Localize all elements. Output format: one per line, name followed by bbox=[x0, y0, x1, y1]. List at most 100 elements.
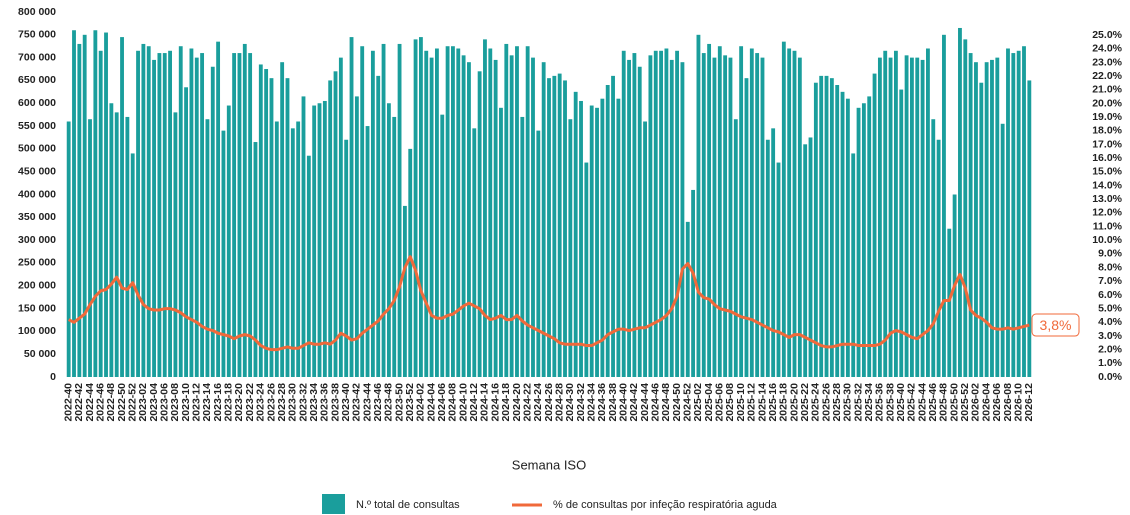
bar bbox=[845, 98, 850, 377]
y2-tick-label: 23.0% bbox=[1092, 56, 1122, 68]
bar bbox=[488, 48, 493, 377]
bar bbox=[712, 57, 717, 377]
bar bbox=[829, 78, 834, 377]
bar bbox=[317, 103, 322, 377]
y2-tick-label: 22.0% bbox=[1092, 70, 1122, 82]
bar bbox=[605, 85, 610, 377]
y2-tick-label: 2.0% bbox=[1098, 343, 1123, 355]
bar bbox=[979, 82, 984, 377]
bar bbox=[120, 37, 124, 377]
bar bbox=[877, 57, 882, 377]
bar bbox=[851, 153, 856, 377]
x-tick-label: 2023-46 bbox=[372, 383, 384, 422]
bar bbox=[872, 73, 877, 377]
x-tick-label: 2024-14 bbox=[479, 383, 491, 422]
bar bbox=[82, 34, 87, 377]
x-tick-label: 2025-10 bbox=[735, 383, 747, 422]
x-tick-label: 2023-32 bbox=[297, 383, 309, 422]
y-tick-label: 650 000 bbox=[18, 74, 56, 86]
x-tick-label: 2023-30 bbox=[287, 383, 299, 422]
bar bbox=[370, 50, 375, 377]
bar bbox=[515, 46, 519, 377]
bar bbox=[627, 59, 631, 377]
x-tick-label: 2024-24 bbox=[532, 383, 544, 422]
x-tick-label: 2022-50 bbox=[116, 383, 128, 422]
y2-tick-label: 21.0% bbox=[1092, 84, 1122, 96]
x-tick-label: 2024-50 bbox=[671, 383, 683, 422]
bar bbox=[258, 64, 263, 377]
bar bbox=[248, 53, 253, 377]
bar bbox=[221, 130, 226, 377]
bar bbox=[899, 89, 904, 377]
x-tick-label: 2025-34 bbox=[863, 383, 875, 422]
bar bbox=[995, 57, 1000, 377]
bar bbox=[130, 153, 135, 377]
x-tick-label: 2025-24 bbox=[810, 383, 822, 422]
bar bbox=[669, 59, 674, 377]
bar bbox=[328, 80, 333, 377]
bar bbox=[760, 57, 765, 377]
bar bbox=[547, 78, 551, 377]
bar bbox=[536, 130, 541, 377]
bar bbox=[701, 53, 706, 377]
x-tick-label: 2025-28 bbox=[831, 383, 843, 422]
bar bbox=[392, 116, 397, 377]
bar bbox=[717, 46, 722, 377]
y2-tick-label: 7.0% bbox=[1098, 275, 1123, 287]
bar bbox=[696, 34, 701, 377]
y-tick-label: 700 000 bbox=[18, 51, 56, 63]
y-tick-label: 50 000 bbox=[24, 348, 56, 360]
y2-tick-label: 8.0% bbox=[1098, 261, 1123, 273]
bar bbox=[296, 121, 301, 377]
x-tick-label: 2024-16 bbox=[489, 383, 501, 422]
x-tick-label: 2024-48 bbox=[660, 383, 672, 422]
bar bbox=[840, 91, 845, 377]
bar bbox=[210, 66, 215, 377]
bar bbox=[445, 46, 450, 377]
x-tick-label: 2024-18 bbox=[500, 383, 512, 422]
bar bbox=[253, 142, 258, 377]
bar bbox=[600, 98, 605, 377]
bar bbox=[984, 62, 989, 377]
x-tick-label: 2025-04 bbox=[703, 383, 715, 422]
bar bbox=[109, 103, 114, 377]
x-tick-label: 2024-02 bbox=[415, 383, 427, 422]
bar bbox=[904, 55, 909, 377]
bar bbox=[376, 75, 381, 377]
bar bbox=[237, 53, 242, 377]
bar bbox=[648, 55, 653, 377]
annotation-box bbox=[1031, 313, 1080, 337]
bar bbox=[440, 114, 445, 377]
bar bbox=[947, 228, 952, 377]
x-tick-label: 2022-52 bbox=[126, 383, 138, 422]
y-tick-label: 800 000 bbox=[18, 6, 56, 18]
bar bbox=[781, 41, 786, 377]
bar bbox=[1011, 53, 1016, 377]
bar bbox=[184, 87, 189, 377]
x-tick-label: 2023-24 bbox=[255, 383, 267, 422]
x-tick-label: 2025-50 bbox=[948, 383, 960, 422]
y-tick-label: 300 000 bbox=[18, 234, 56, 246]
bar bbox=[386, 103, 391, 377]
bar bbox=[472, 128, 477, 377]
x-tick-label: 2023-26 bbox=[265, 383, 277, 422]
x-tick-label: 2024-46 bbox=[650, 383, 662, 422]
x-tick-label: 2023-12 bbox=[191, 383, 203, 422]
bar bbox=[146, 46, 151, 377]
bar bbox=[1000, 123, 1005, 377]
x-tick-label: 2026-04 bbox=[980, 383, 992, 422]
x-tick-label: 2023-48 bbox=[383, 383, 395, 422]
bar bbox=[1022, 46, 1026, 377]
y-tick-label: 500 000 bbox=[18, 143, 56, 155]
bar bbox=[381, 43, 386, 377]
bar bbox=[157, 53, 162, 377]
x-tick-label: 2022-46 bbox=[94, 383, 106, 422]
y2-tick-label: 10.0% bbox=[1092, 234, 1122, 246]
bar bbox=[226, 105, 231, 377]
x-tick-label: 2025-26 bbox=[820, 383, 832, 422]
y-tick-label: 150 000 bbox=[18, 302, 56, 314]
y-tick-label: 600 000 bbox=[18, 97, 56, 109]
x-tick-label: 2024-34 bbox=[585, 383, 597, 422]
bar bbox=[322, 100, 327, 377]
bar bbox=[888, 57, 893, 377]
